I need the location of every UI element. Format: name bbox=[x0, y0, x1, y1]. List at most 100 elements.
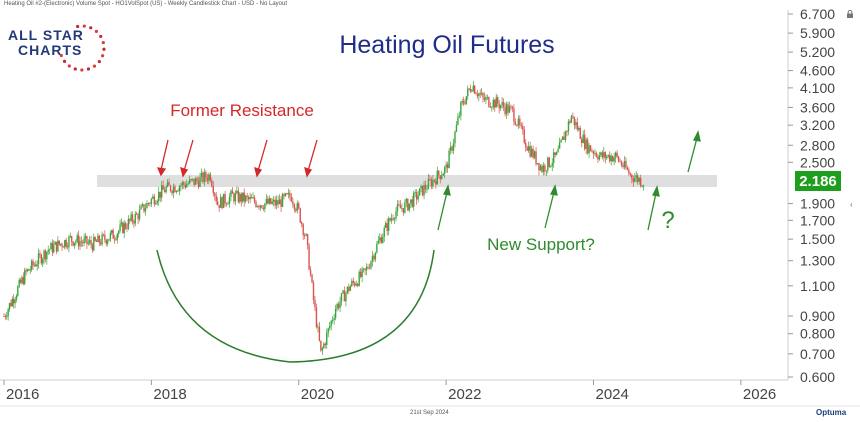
candle-body bbox=[389, 218, 391, 221]
candle-body bbox=[25, 270, 27, 272]
candle-body bbox=[54, 241, 56, 245]
candle-body bbox=[299, 208, 301, 223]
candle-body bbox=[420, 185, 422, 189]
candle-body bbox=[329, 326, 331, 329]
candle-body bbox=[281, 194, 284, 207]
candle-body bbox=[184, 184, 186, 188]
lock-icon[interactable] bbox=[846, 10, 854, 18]
candle-body bbox=[231, 190, 234, 194]
candle-body bbox=[606, 156, 608, 159]
candle-body bbox=[209, 174, 212, 181]
candle-body bbox=[165, 186, 167, 193]
candle-body bbox=[261, 205, 263, 209]
candle-body bbox=[607, 154, 609, 157]
candle-body bbox=[594, 153, 596, 154]
candle-body bbox=[598, 155, 601, 160]
candle-body bbox=[334, 309, 337, 318]
candle-body bbox=[589, 145, 592, 152]
candle-body bbox=[639, 178, 642, 186]
candle-body bbox=[451, 146, 453, 151]
candle-body bbox=[494, 99, 496, 108]
candle-body bbox=[563, 136, 565, 141]
x-tick-label: 2018 bbox=[153, 386, 186, 403]
candle-body bbox=[564, 131, 567, 141]
logo-star bbox=[89, 26, 93, 30]
candle-body bbox=[82, 242, 84, 244]
candle-body bbox=[4, 316, 7, 317]
candle-body bbox=[15, 295, 18, 300]
candle-body bbox=[236, 190, 238, 194]
candle-body bbox=[527, 146, 530, 151]
candle-body bbox=[97, 235, 99, 242]
all-star-charts-logo: ALL STAR CHARTS bbox=[8, 28, 84, 58]
candle-body bbox=[149, 203, 151, 205]
candle-body bbox=[576, 122, 579, 130]
candle-body bbox=[88, 240, 91, 243]
candle-body bbox=[557, 148, 559, 153]
candle-body bbox=[374, 252, 377, 260]
candle-body bbox=[314, 300, 316, 308]
candles-group bbox=[3, 80, 645, 356]
candle-body bbox=[50, 242, 52, 250]
candle-body bbox=[259, 205, 262, 208]
candle-body bbox=[104, 234, 106, 240]
candle-body bbox=[312, 282, 315, 301]
candle-body bbox=[19, 279, 22, 283]
candle-body bbox=[433, 179, 436, 181]
candle-body bbox=[292, 201, 294, 205]
candle-body bbox=[274, 199, 276, 206]
candle-body bbox=[349, 285, 352, 291]
candle-body bbox=[379, 237, 381, 241]
candle-body bbox=[143, 204, 145, 212]
candle-body bbox=[155, 203, 157, 205]
candle-body bbox=[268, 198, 270, 204]
candle-body bbox=[614, 152, 617, 158]
candle-body bbox=[293, 204, 296, 210]
candle-body bbox=[637, 175, 639, 182]
x-tick-label: 2020 bbox=[301, 386, 334, 403]
candle-body bbox=[413, 192, 415, 207]
candle-body bbox=[547, 157, 549, 171]
candle-body bbox=[119, 224, 121, 231]
candle-body bbox=[101, 234, 103, 245]
candle-body bbox=[583, 134, 586, 149]
candle-body bbox=[283, 194, 285, 196]
candle-body bbox=[180, 185, 182, 187]
candle-body bbox=[186, 184, 188, 188]
candle-body bbox=[553, 152, 555, 164]
candle-body bbox=[171, 190, 173, 194]
candle-body bbox=[620, 161, 623, 166]
candle-body bbox=[465, 96, 468, 104]
y-tick-label: 1.500 bbox=[800, 231, 835, 247]
candle-body bbox=[51, 242, 54, 253]
candle-body bbox=[408, 203, 410, 211]
candle-body bbox=[539, 165, 542, 171]
candle-body bbox=[371, 255, 374, 262]
candle-body bbox=[33, 264, 36, 266]
candle-body bbox=[262, 208, 265, 210]
candle-body bbox=[411, 199, 413, 207]
candle-body bbox=[625, 160, 627, 169]
chevron-left-icon[interactable]: ‹ bbox=[850, 200, 853, 209]
candle-body bbox=[472, 85, 475, 91]
x-tick-label: 2016 bbox=[6, 386, 39, 403]
candle-body bbox=[582, 134, 584, 143]
candle-body bbox=[199, 176, 201, 187]
candle-body bbox=[469, 88, 472, 92]
candle-body bbox=[339, 301, 341, 308]
candle-body bbox=[124, 223, 127, 229]
candle-body bbox=[354, 282, 356, 286]
candle-body bbox=[177, 190, 179, 192]
candle-body bbox=[396, 204, 399, 212]
candle-body bbox=[355, 283, 357, 286]
candle-body bbox=[545, 170, 548, 172]
candle-body bbox=[502, 102, 505, 107]
candle-body bbox=[336, 304, 338, 310]
candle-body bbox=[93, 237, 95, 251]
candle-body bbox=[395, 211, 397, 219]
candle-body bbox=[364, 268, 366, 271]
logo-star bbox=[73, 67, 77, 71]
candle-body bbox=[348, 286, 350, 291]
candle-body bbox=[112, 230, 114, 239]
